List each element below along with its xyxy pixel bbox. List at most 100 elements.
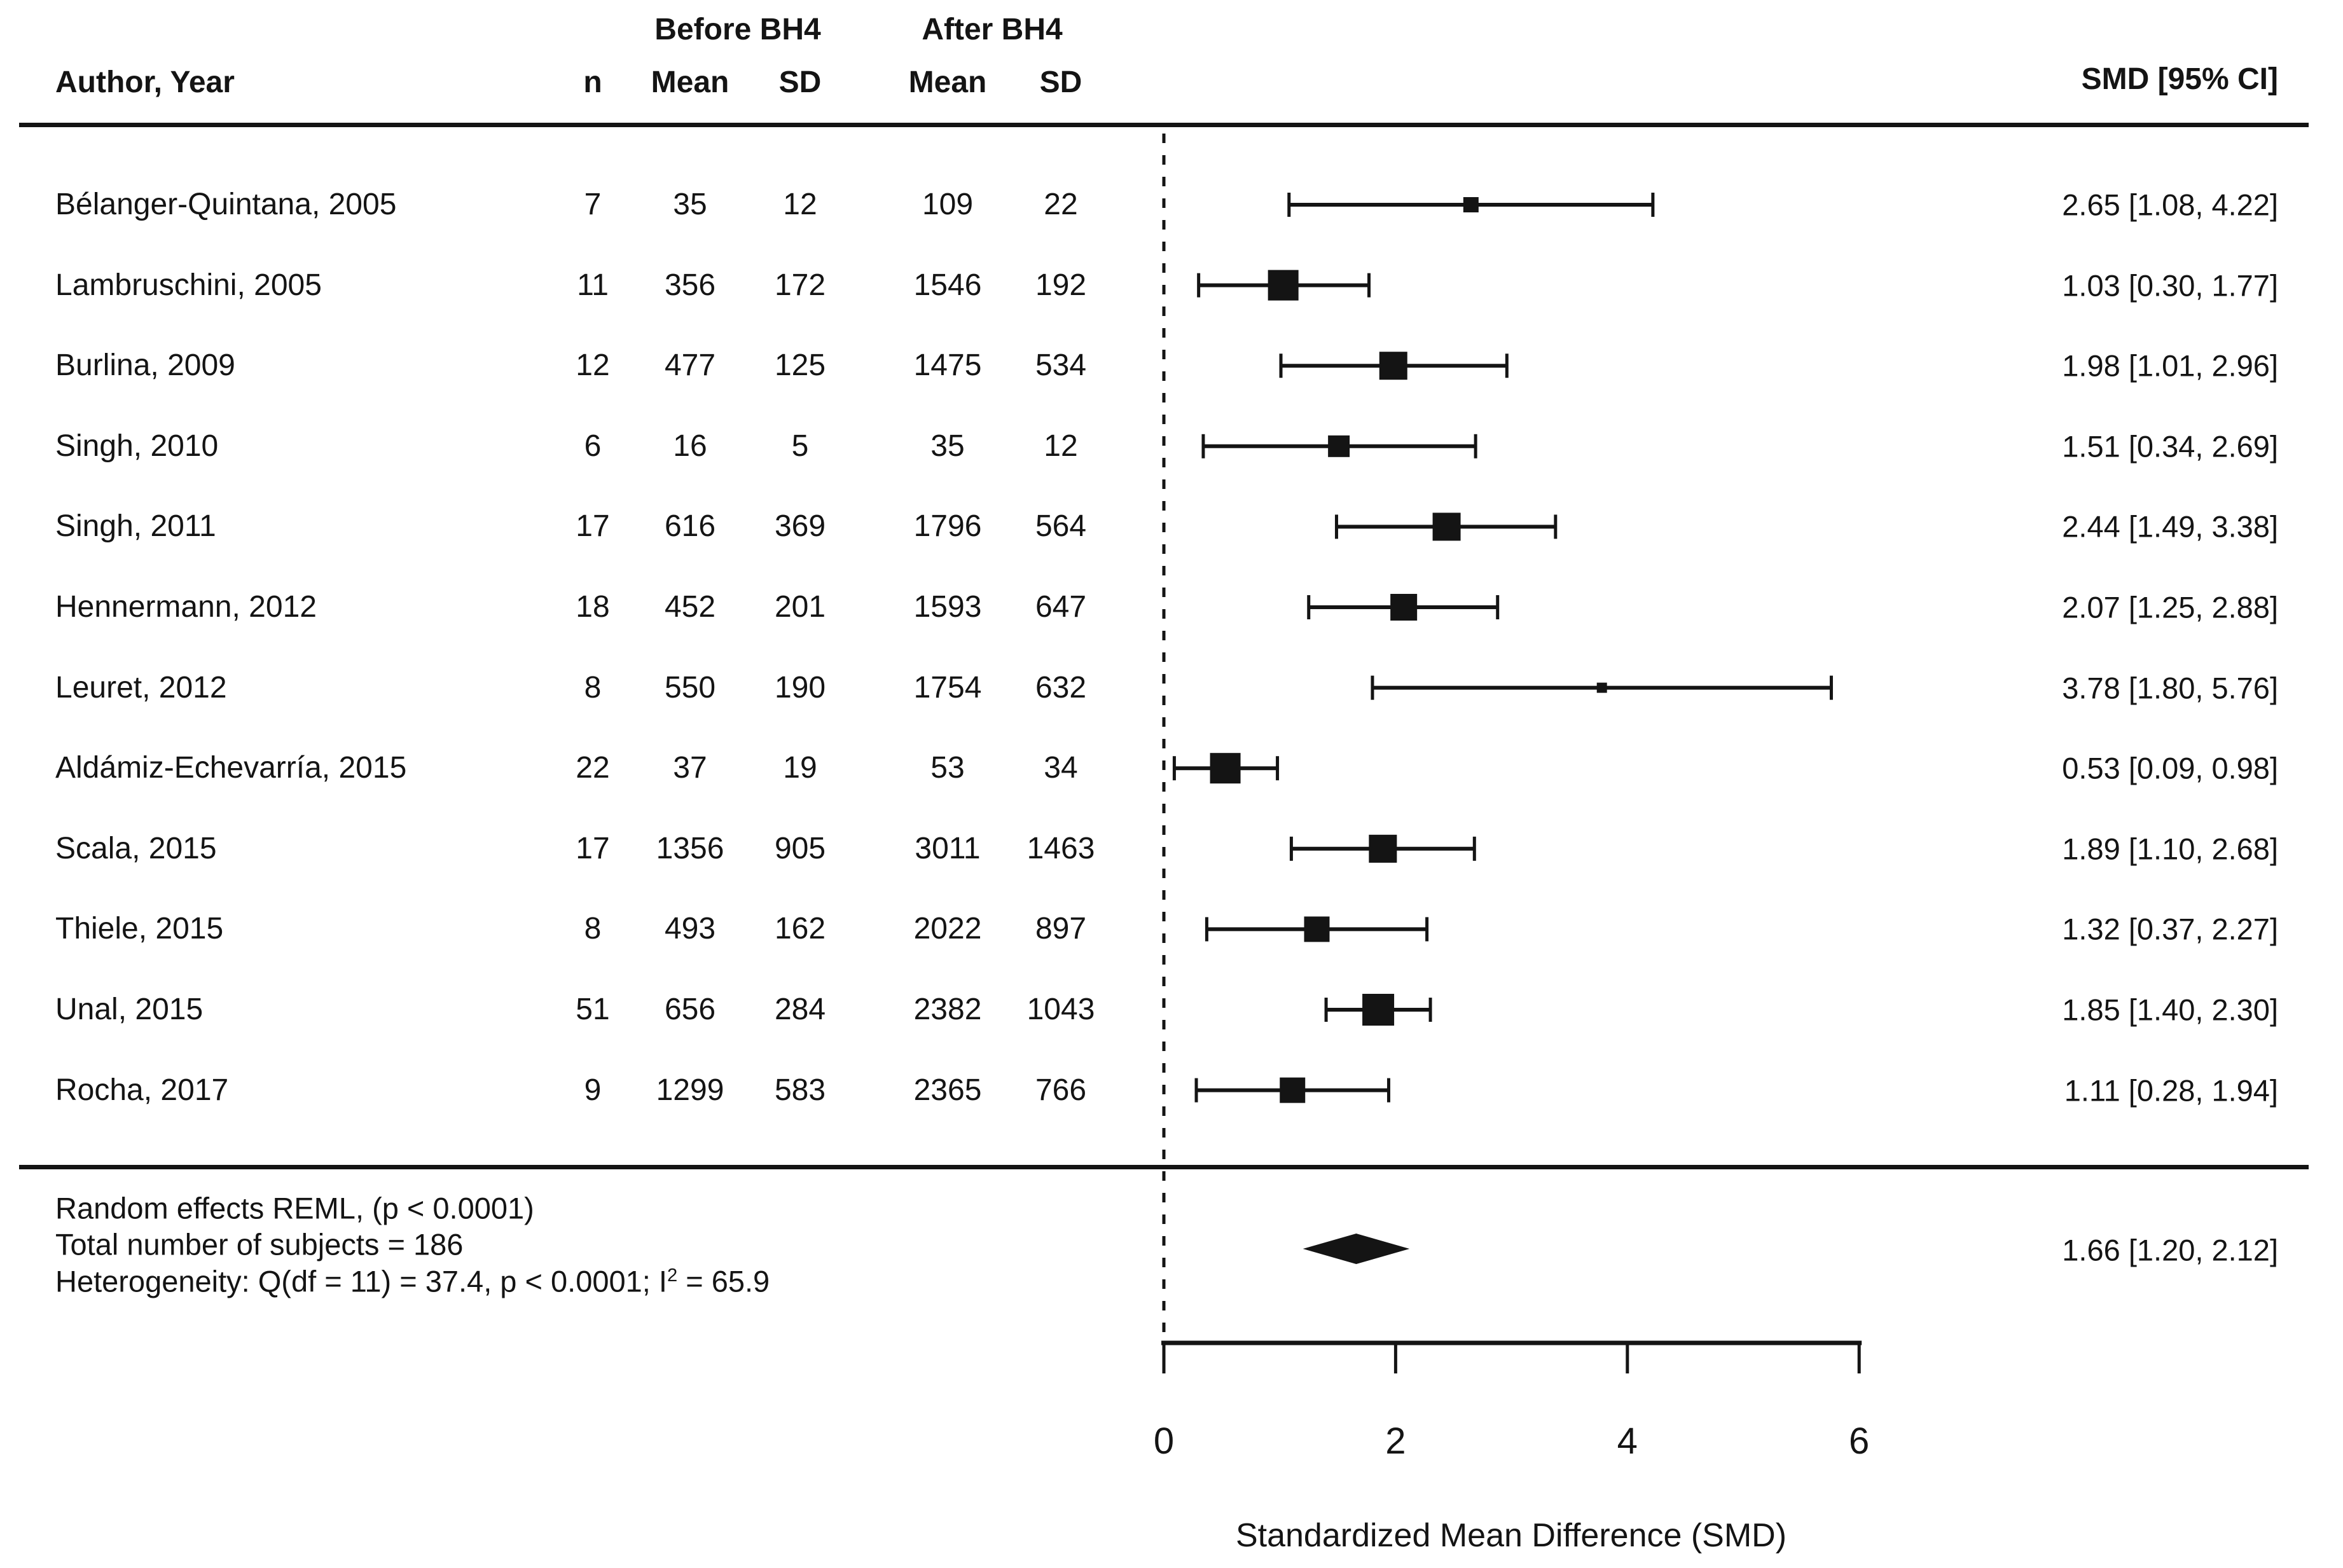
study-mean-after: 109 bbox=[922, 188, 974, 221]
study-smd-ci: 1.03 [0.30, 1.77] bbox=[2062, 268, 2278, 303]
heterogeneity-suffix: = 65.9 bbox=[677, 1264, 770, 1298]
summary-smd-ci-value: 1.66 [1.20, 2.12] bbox=[2062, 1233, 2278, 1267]
study-mean-before: 656 bbox=[664, 993, 716, 1026]
study-mean-after: 1754 bbox=[913, 670, 982, 705]
after-sd-column-header: SD bbox=[1039, 65, 1082, 99]
study-mean-before: 35 bbox=[673, 188, 707, 221]
study-smd-ci: 1.51 [0.34, 2.69] bbox=[2062, 429, 2278, 464]
study-sd-after: 647 bbox=[1035, 590, 1087, 624]
study-sd-before: 905 bbox=[774, 831, 826, 865]
study-mean-before: 477 bbox=[664, 348, 716, 383]
study-smd-ci: 1.98 [1.01, 2.96] bbox=[2062, 348, 2278, 383]
heterogeneity-prefix: Heterogeneity: Q(df = 11) = 37.4, p < 0.… bbox=[55, 1264, 667, 1298]
study-sd-before: 284 bbox=[774, 993, 826, 1026]
study-sd-before: 5 bbox=[791, 429, 809, 463]
summary-model-text: Random effects REML, (p < 0.0001) bbox=[55, 1191, 534, 1225]
author-column-header: Author, Year bbox=[55, 65, 235, 99]
study-n: 11 bbox=[577, 268, 609, 302]
study-smd-ci: 2.44 [1.49, 3.38] bbox=[2062, 509, 2278, 544]
n-column-header: n bbox=[583, 65, 602, 99]
study-mean-after: 2382 bbox=[913, 993, 982, 1026]
study-sd-after: 897 bbox=[1035, 912, 1087, 946]
study-n: 6 bbox=[584, 429, 602, 463]
study-mean-before: 550 bbox=[664, 670, 716, 705]
study-mean-after: 2365 bbox=[913, 1073, 982, 1107]
study-author: Burlina, 2009 bbox=[55, 348, 235, 383]
study-sd-before: 583 bbox=[774, 1073, 826, 1107]
effect-square bbox=[1268, 270, 1299, 301]
effect-square bbox=[1432, 512, 1461, 541]
study-sd-after: 12 bbox=[1044, 429, 1078, 463]
study-sd-after: 1043 bbox=[1026, 993, 1095, 1026]
study-smd-ci: 0.53 [0.09, 0.98] bbox=[2062, 751, 2278, 785]
effect-square bbox=[1379, 352, 1407, 380]
study-sd-before: 369 bbox=[774, 509, 826, 544]
before-mean-column-header: Mean bbox=[651, 65, 729, 99]
heterogeneity-superscript: 2 bbox=[667, 1265, 678, 1286]
study-sd-after: 1463 bbox=[1026, 831, 1095, 865]
effect-square bbox=[1328, 435, 1350, 457]
study-sd-before: 162 bbox=[774, 912, 826, 946]
effect-square bbox=[1369, 834, 1397, 863]
study-n: 9 bbox=[584, 1073, 602, 1107]
study-mean-before: 493 bbox=[664, 912, 716, 946]
study-smd-ci: 2.65 [1.08, 4.22] bbox=[2062, 188, 2278, 222]
effect-square bbox=[1304, 916, 1330, 942]
study-mean-before: 356 bbox=[664, 268, 716, 302]
study-mean-after: 1546 bbox=[913, 268, 982, 302]
after-mean-column-header: Mean bbox=[908, 65, 987, 99]
x-axis-tick-label: 2 bbox=[1385, 1420, 1406, 1462]
study-sd-before: 190 bbox=[774, 670, 826, 705]
study-smd-ci: 2.07 [1.25, 2.88] bbox=[2062, 590, 2278, 624]
study-mean-after: 2022 bbox=[913, 912, 982, 946]
study-sd-before: 172 bbox=[774, 268, 826, 302]
study-mean-after: 1475 bbox=[913, 348, 982, 383]
study-author: Unal, 2015 bbox=[55, 993, 204, 1026]
study-author: Hennermann, 2012 bbox=[55, 590, 317, 624]
study-sd-after: 22 bbox=[1044, 188, 1078, 221]
study-n: 17 bbox=[576, 509, 610, 544]
after-bh4-group-header: After BH4 bbox=[922, 13, 1063, 46]
study-author: Singh, 2010 bbox=[55, 429, 219, 463]
effect-square bbox=[1596, 682, 1607, 693]
study-sd-after: 766 bbox=[1035, 1073, 1087, 1107]
study-sd-before: 12 bbox=[783, 188, 817, 221]
study-author: Singh, 2011 bbox=[55, 509, 216, 544]
study-sd-after: 564 bbox=[1035, 509, 1087, 544]
summary-diamond bbox=[1303, 1234, 1410, 1264]
study-n: 17 bbox=[576, 831, 610, 865]
effect-square bbox=[1210, 753, 1241, 784]
before-bh4-group-header: Before BH4 bbox=[654, 13, 821, 46]
study-smd-ci: 1.85 [1.40, 2.30] bbox=[2062, 993, 2278, 1027]
study-author: Aldámiz-Echevarría, 2015 bbox=[55, 751, 407, 785]
summary-heterogeneity-text: Heterogeneity: Q(df = 11) = 37.4, p < 0.… bbox=[55, 1264, 770, 1298]
study-sd-before: 19 bbox=[783, 751, 817, 785]
study-mean-after: 53 bbox=[930, 751, 965, 785]
study-mean-before: 452 bbox=[664, 590, 716, 624]
before-sd-column-header: SD bbox=[778, 65, 822, 99]
study-author: Thiele, 2015 bbox=[55, 912, 224, 946]
effect-square bbox=[1362, 994, 1395, 1026]
study-mean-before: 1299 bbox=[656, 1073, 724, 1107]
study-n: 7 bbox=[584, 188, 602, 221]
study-n: 8 bbox=[584, 670, 602, 705]
study-mean-before: 1356 bbox=[656, 831, 724, 865]
summary-subjects-text: Total number of subjects = 186 bbox=[55, 1227, 464, 1262]
x-axis-tick-label: 6 bbox=[1849, 1420, 1870, 1462]
study-mean-before: 616 bbox=[664, 509, 716, 544]
study-n: 18 bbox=[576, 590, 610, 624]
smd-ci-column-header: SMD [95% CI] bbox=[2081, 62, 2278, 96]
effect-square bbox=[1463, 197, 1479, 212]
effect-square bbox=[1280, 1077, 1306, 1103]
study-sd-after: 632 bbox=[1035, 670, 1087, 705]
study-author: Bélanger-Quintana, 2005 bbox=[55, 188, 397, 221]
x-axis-title: Standardized Mean Difference (SMD) bbox=[1235, 1517, 1787, 1554]
study-sd-before: 201 bbox=[774, 590, 826, 624]
study-n: 12 bbox=[576, 348, 610, 383]
effect-square bbox=[1390, 594, 1418, 621]
study-mean-after: 1796 bbox=[913, 509, 982, 544]
study-mean-before: 37 bbox=[673, 751, 707, 785]
study-author: Lambruschini, 2005 bbox=[55, 268, 322, 302]
